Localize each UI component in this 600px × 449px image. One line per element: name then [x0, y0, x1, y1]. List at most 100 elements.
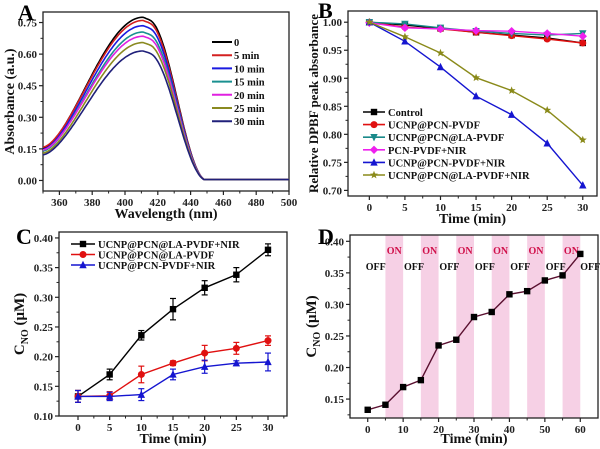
y-tick-label: 0.75 — [18, 18, 38, 30]
y-tick-label: 0.85 — [323, 101, 343, 113]
series-ucnp-pcn-la-pvdf-nir — [365, 18, 587, 144]
series-group — [43, 16, 289, 181]
data-point — [106, 371, 113, 378]
data-point — [417, 376, 425, 384]
series-line-30-min — [43, 50, 289, 181]
data-point — [401, 37, 409, 45]
plot-frame — [347, 10, 598, 197]
y-axis-label: Relative DPBF peak absorbance — [306, 14, 321, 193]
nir-on-band — [456, 235, 474, 418]
x-tick-label: 60 — [575, 424, 587, 436]
data-point — [74, 392, 82, 400]
x-tick-label: 20 — [199, 422, 211, 434]
data-point — [201, 284, 208, 291]
on-label: ON — [493, 246, 509, 257]
data-point — [523, 287, 531, 295]
x-tick-label: 20 — [433, 424, 445, 436]
data-point — [543, 106, 552, 114]
y-tick-label: 0.30 — [325, 299, 345, 311]
panel-label-b: B — [318, 0, 333, 23]
data-point — [400, 32, 409, 41]
y-tick-label: 0.60 — [18, 49, 38, 61]
y-tick-label: 0.40 — [34, 233, 54, 245]
legend-label: UCNP@PCN-PVDF+NIR — [98, 261, 216, 272]
x-tick-label: 500 — [281, 197, 298, 209]
data-point — [507, 26, 516, 36]
data-point — [400, 23, 410, 33]
x-axis-label: Time (min) — [439, 212, 506, 227]
x-axis-label: Wavelength (nm) — [114, 207, 217, 222]
x-tick-label: 0 — [365, 424, 371, 436]
data-point — [233, 271, 240, 278]
data-point — [399, 383, 407, 391]
nir-on-band — [562, 235, 581, 418]
x-tick-label: 420 — [150, 197, 167, 209]
y-axis-label: CNO (μM) — [304, 295, 323, 357]
y-tick-label: 0.80 — [323, 129, 343, 141]
x-axis-label: Time (min) — [440, 432, 507, 447]
y-tick-label: 0.95 — [323, 45, 343, 57]
y-tick-label: 0.40 — [325, 236, 345, 248]
y-axis-label: CNO (μM) — [12, 293, 31, 355]
x-tick-label: 30 — [469, 424, 481, 436]
legend-marker — [79, 260, 87, 269]
x-tick-label: 20 — [506, 202, 518, 214]
x-tick-label: 30 — [577, 202, 589, 214]
data-point — [436, 48, 445, 57]
panel-label-c: C — [16, 224, 32, 249]
data-point — [471, 26, 481, 35]
data-point — [579, 181, 587, 189]
legend-label: UCNP@PCN-PVDF — [388, 121, 480, 132]
data-point — [472, 92, 480, 100]
y-tick-label: 0.20 — [34, 352, 54, 364]
x-tick-label: 15 — [168, 422, 180, 434]
panel-a: 360 380 400 420 440 460 480 500 0.00 0.15 0.30 0.45… — [3, 11, 298, 222]
data-point — [506, 291, 513, 298]
legend-marker — [79, 240, 87, 248]
y-tick-label: 0.35 — [325, 268, 345, 280]
on-label: ON — [458, 246, 474, 257]
nir-on-band — [491, 235, 510, 418]
x-tick-label: 360 — [51, 197, 68, 209]
series-line-10-min — [43, 24, 289, 181]
y-tick-label: 0.10 — [34, 411, 54, 423]
data-point — [453, 336, 460, 343]
on-label: ON — [529, 246, 545, 257]
x-tick-label: 10 — [136, 422, 148, 434]
data-point — [577, 250, 584, 258]
y-tick-label: 0.20 — [325, 363, 345, 375]
data-point — [578, 32, 587, 41]
x-tick-label: 5 — [107, 422, 113, 434]
data-point — [436, 24, 445, 34]
y-tick-label: 0.35 — [34, 263, 54, 275]
legend-label: 30 min — [234, 117, 265, 128]
legend-marker — [370, 121, 378, 129]
x-tick-label: 25 — [231, 422, 243, 434]
data-point — [543, 139, 551, 147]
data-point — [169, 370, 177, 378]
legend-label: 5 min — [234, 51, 260, 62]
x-tick-label: 40 — [504, 424, 516, 436]
legend-label: UCNP@PCN@LA-PVDF — [388, 133, 504, 144]
data-point — [138, 332, 145, 339]
x-tick-label: 400 — [117, 197, 134, 209]
legend-label: UCNP@PCN@LA-PVDF+NIR — [98, 240, 240, 251]
off-label: OFF — [439, 262, 459, 273]
data-point — [507, 110, 516, 118]
legend-label: Control — [388, 108, 423, 119]
data-point — [200, 362, 209, 370]
legend-label: 10 min — [234, 64, 265, 75]
legend-label: 15 min — [234, 78, 265, 89]
y-axis-label: Absorbance (a.u.) — [3, 48, 18, 155]
legend-label: 20 min — [234, 91, 265, 102]
y-tick-label: 0.45 — [18, 81, 38, 93]
data-point — [169, 305, 177, 313]
x-tick-label: 15 — [471, 202, 483, 214]
legend-label: 25 min — [234, 104, 265, 115]
x-tick-label: 10 — [435, 202, 447, 214]
data-point — [541, 277, 549, 284]
off-label: OFF — [580, 262, 600, 273]
panel-c: 0 5 10 15 20 25 30 0.10 0.15 0.20 0.25 0.30 0.35 0.40… — [12, 231, 288, 447]
off-label: OFF — [510, 262, 530, 273]
